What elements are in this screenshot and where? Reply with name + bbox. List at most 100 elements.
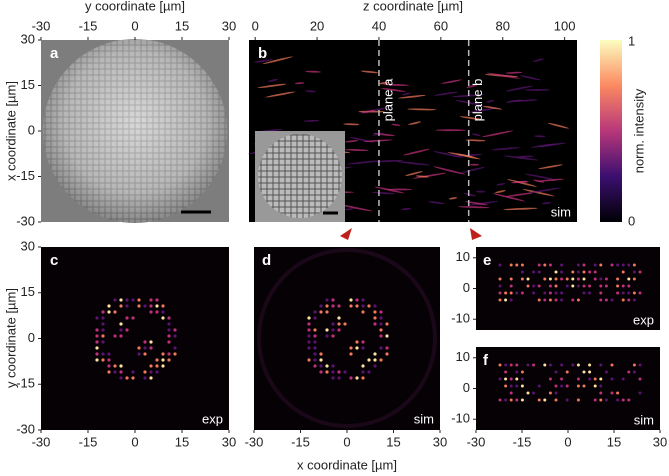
texture [95,334,99,338]
texture [337,204,374,212]
texture [588,291,592,295]
texture [616,291,620,295]
colorbar-title: norm. intensity [631,88,646,173]
tick-label: 0 [252,18,259,33]
texture [167,328,171,332]
texture [373,364,377,368]
texture [468,107,497,113]
arrow [340,228,352,240]
texture [616,398,620,402]
texture [565,277,569,281]
texture [131,316,135,320]
texture [379,358,383,362]
texture [167,358,171,362]
texture [167,340,171,344]
texture [475,190,486,193]
texture [155,364,159,368]
texture [119,304,123,308]
texture [507,179,537,187]
texture [469,163,480,166]
texture [361,110,375,114]
tick-label: 0 [28,330,35,345]
texture [504,192,533,197]
texture [565,398,569,402]
texture [520,291,524,295]
texture [604,370,608,374]
texture [509,284,513,288]
texture [325,334,329,338]
texture [167,316,171,320]
axis-title: y coordinate [µm] [85,0,185,13]
tick-label: 100 [554,18,576,33]
texture [119,370,123,374]
texture [554,270,558,274]
texture [385,346,389,350]
texture [161,310,165,314]
texture [361,346,365,350]
texture [125,376,129,380]
texture [526,391,530,395]
texture [515,363,519,367]
texture [319,358,323,362]
texture [593,384,597,388]
texture [161,364,165,368]
texture [560,377,564,381]
texture [576,277,580,281]
texture [372,132,384,136]
texture [468,201,499,206]
texture [543,277,547,281]
tick-label: -15 [16,376,35,391]
texture [325,364,329,368]
texture [514,181,529,183]
texture [460,167,485,174]
texture [520,384,524,388]
texture [307,322,311,326]
texture [627,398,631,402]
tick-label: -15 [513,434,532,449]
texture [432,151,464,158]
texture [101,334,105,338]
texture [125,316,129,320]
panel-letter: a [50,45,59,62]
texture [520,398,524,402]
texture [337,376,341,380]
panel-tag: sim [634,412,654,427]
texture [143,346,147,350]
texture [582,270,586,274]
texture [433,91,458,96]
texture [560,291,564,295]
tick-label: 0 [131,18,138,33]
texture [565,370,569,374]
texture [599,291,603,295]
texture [498,284,502,288]
texture [262,56,293,65]
texture [161,358,165,362]
texture [149,340,153,344]
axis-title: x coordinate [µm] [297,457,397,472]
texture [435,129,467,132]
tick-label: -10 [451,411,470,426]
texture [371,191,396,195]
panel-letter: d [262,252,271,269]
texture [408,121,422,125]
texture [471,133,481,137]
panel-tag: sim [414,411,434,426]
tick-label: 0 [343,434,350,449]
texture [519,75,541,81]
texture [319,352,323,356]
tick-label: 15 [386,434,400,449]
texture [107,304,111,308]
texture [319,304,323,308]
texture [313,346,317,350]
texture [571,284,575,288]
texture [498,398,502,402]
texture [331,370,335,374]
texture [307,358,311,362]
texture [576,363,580,367]
texture [307,316,311,320]
plane-label: plane a [380,78,395,121]
texture [599,298,603,302]
texture [524,173,554,180]
texture [486,72,521,79]
panel-letter: c [50,252,58,269]
